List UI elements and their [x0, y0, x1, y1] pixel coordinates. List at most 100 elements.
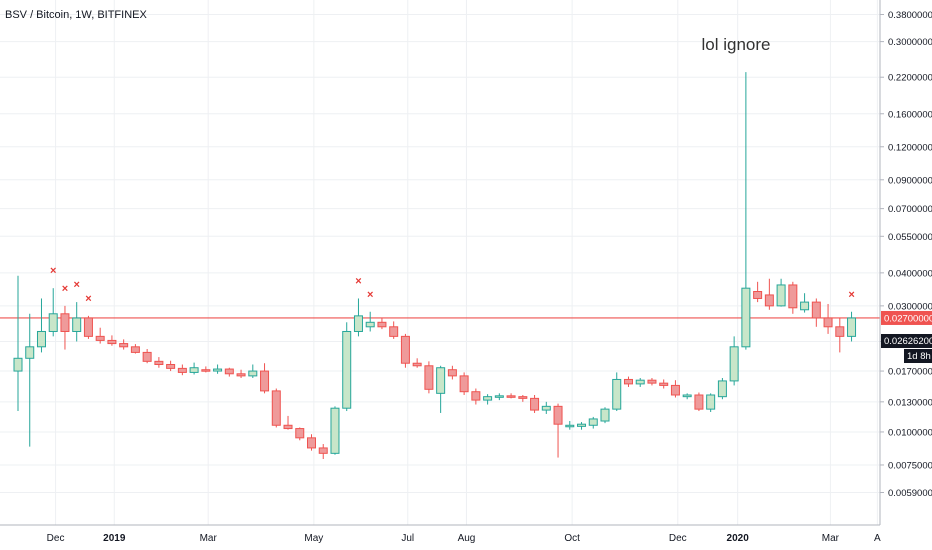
candle: [670, 380, 680, 398]
candle: [154, 357, 164, 368]
candle-body: [330, 407, 340, 454]
x-tick-label: Oct: [564, 533, 580, 544]
candle-body: [377, 321, 387, 328]
countdown-text: 1d 8h: [907, 351, 931, 362]
candle-body: [659, 382, 669, 386]
candle: [847, 311, 857, 342]
candle-body: [83, 317, 93, 337]
candle: [83, 315, 93, 339]
candle-body: [307, 437, 316, 449]
candle-body: [835, 326, 845, 337]
candle-body: [142, 351, 152, 362]
candle: [835, 317, 845, 353]
candle: [494, 393, 504, 401]
candle: [283, 415, 293, 430]
gridlines: [0, 0, 880, 525]
candle: [130, 344, 140, 354]
candle-body: [494, 395, 504, 398]
candle-body: [823, 317, 833, 328]
candle-body: [788, 284, 798, 309]
candle-body: [213, 368, 223, 372]
candle-body: [236, 373, 246, 377]
candle: [107, 335, 117, 346]
candle: [318, 444, 328, 460]
candle: [788, 281, 798, 314]
candle-body: [670, 384, 680, 396]
candle: [201, 366, 211, 373]
candle: [729, 336, 739, 386]
candle-body: [612, 378, 622, 410]
candle-body: [623, 378, 633, 385]
candle: [307, 434, 316, 451]
candle-body: [248, 370, 258, 377]
candle: [177, 364, 187, 376]
x-tick-label: A: [874, 533, 881, 544]
x-tick-label: Mar: [822, 533, 840, 544]
y-tick-label: 0.00590000: [888, 488, 932, 499]
candle-body: [694, 394, 704, 410]
candle-body: [283, 424, 293, 430]
candle-body: [224, 368, 234, 375]
x-marker: ×: [50, 265, 56, 277]
candle-body: [72, 317, 82, 332]
candle-body: [553, 405, 563, 425]
x-marker: ×: [85, 293, 91, 305]
candle-body: [365, 321, 375, 328]
x-tick-label: Jul: [401, 533, 414, 544]
time-axis[interactable]: Dec 2019 Mar May Jul Aug Oct Dec 2020 Mar A: [47, 533, 881, 544]
candle-body: [800, 301, 810, 311]
hline-price-label: 0.02700000: [881, 310, 932, 325]
x-tick-label: 2020: [727, 533, 750, 544]
x-markers: × × × × × × ×: [50, 265, 855, 305]
candle-body: [764, 294, 774, 307]
candle-body: [13, 357, 23, 372]
candle: [600, 407, 610, 424]
candle-body: [753, 291, 763, 299]
candle: [330, 406, 340, 455]
candle-body: [166, 363, 176, 369]
candle-body: [271, 390, 281, 426]
x-tick-label: 2019: [103, 533, 126, 544]
candle-body: [36, 330, 46, 348]
candle-body: [412, 362, 422, 367]
x-tick-label: Mar: [200, 533, 218, 544]
candle: [565, 421, 575, 430]
candle: [577, 422, 587, 430]
candle-body: [95, 335, 105, 341]
candle-body: [459, 375, 469, 393]
candle-body: [318, 447, 328, 454]
candle: [682, 393, 692, 400]
candle: [436, 365, 446, 413]
candle: [612, 372, 622, 412]
x-marker: ×: [367, 289, 373, 301]
candle-body: [201, 369, 211, 372]
candle-body: [424, 365, 434, 390]
candle-body: [107, 339, 117, 345]
candle-body: [541, 405, 551, 411]
candle-body: [565, 424, 575, 428]
candle: [166, 360, 176, 372]
x-tick-label: Dec: [669, 533, 687, 544]
candle: [377, 317, 387, 330]
candle: [530, 394, 540, 413]
candle-body: [483, 396, 493, 401]
candle: [271, 388, 281, 428]
candle: [236, 369, 246, 379]
candle: [412, 358, 422, 368]
candle-body: [647, 379, 657, 384]
candle: [213, 364, 223, 374]
candle: [400, 333, 410, 368]
candle-body: [154, 360, 164, 365]
candle-body: [119, 343, 129, 348]
candle-body: [60, 313, 70, 332]
